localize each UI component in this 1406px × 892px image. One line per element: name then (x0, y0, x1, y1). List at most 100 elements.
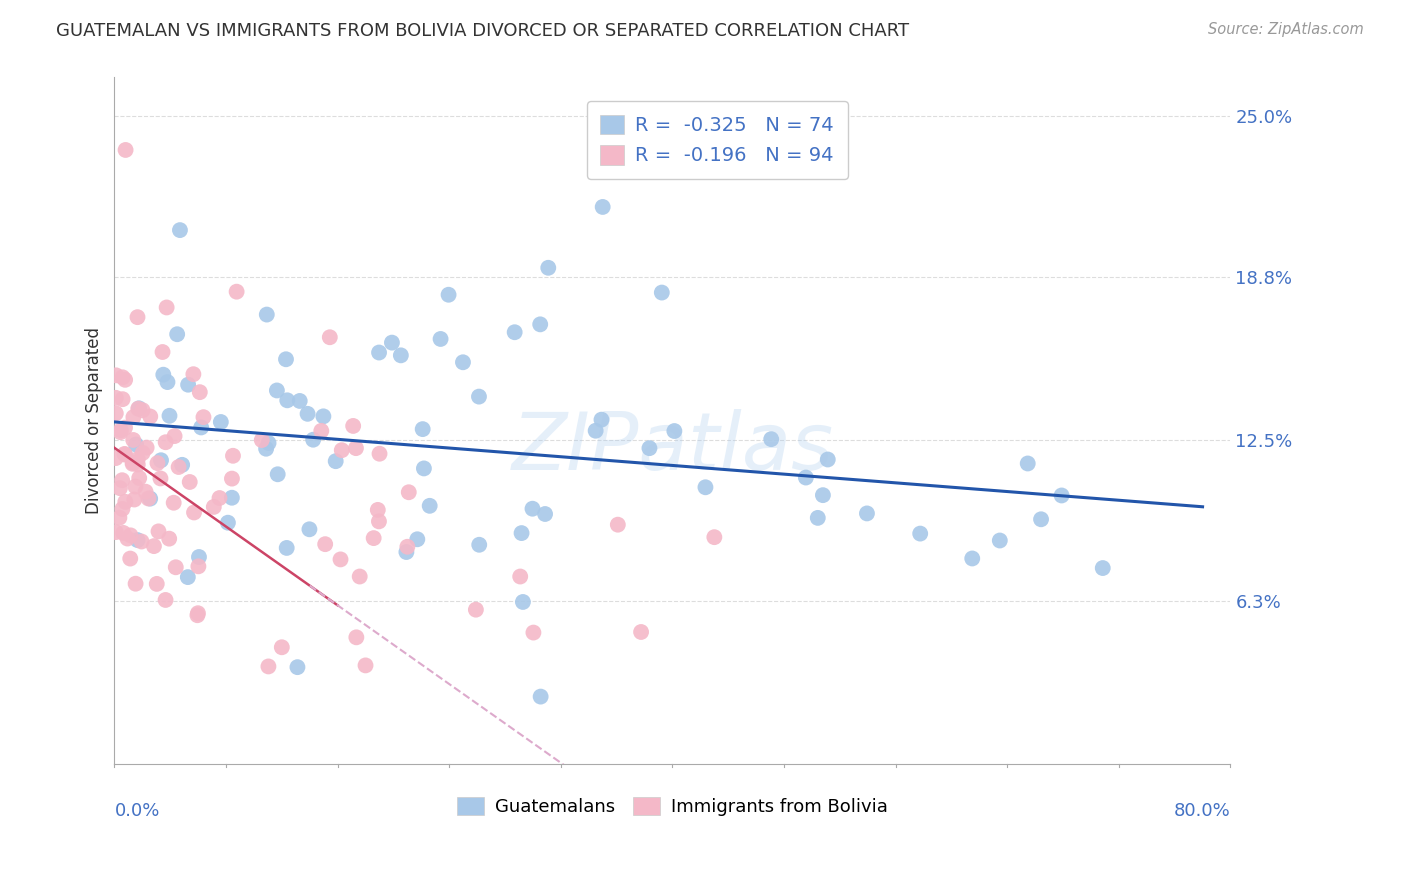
Point (122, 433, 145, 447)
Point (104, 525, 127, 540)
Point (152, 345, 174, 359)
Point (503, 325, 526, 339)
Point (128, 401, 150, 416)
Point (124, 576, 146, 591)
Point (344, 441, 367, 455)
Point (413, 461, 436, 475)
Point (221, 472, 243, 486)
Point (111, 370, 134, 384)
Point (149, 471, 172, 485)
Point (592, 200, 614, 214)
Point (131, 534, 153, 549)
Point (664, 424, 686, 438)
Point (468, 390, 491, 404)
Point (111, 392, 134, 407)
Point (225, 285, 247, 299)
Point (104, 406, 127, 420)
Point (139, 409, 162, 424)
Point (221, 491, 243, 505)
Point (287, 660, 309, 674)
Point (108, 481, 131, 495)
Point (111, 502, 134, 516)
Point (257, 436, 280, 450)
Point (406, 533, 429, 547)
Point (254, 442, 277, 456)
Point (522, 625, 544, 640)
Point (1050, 488, 1073, 502)
Point (120, 551, 142, 566)
Text: ZIPatlas: ZIPatlas (512, 409, 834, 487)
Text: GUATEMALAN VS IMMIGRANTS FROM BOLIVIA DIVORCED OR SEPARATED CORRELATION CHART: GUATEMALAN VS IMMIGRANTS FROM BOLIVIA DI… (56, 22, 910, 40)
Point (156, 301, 179, 315)
Point (202, 500, 225, 514)
Point (267, 467, 290, 482)
Point (468, 538, 491, 552)
Point (222, 449, 245, 463)
Point (349, 569, 371, 583)
Point (110, 425, 132, 440)
Point (522, 501, 544, 516)
Point (298, 522, 321, 536)
Point (112, 525, 135, 540)
Point (1091, 561, 1114, 575)
Text: 80.0%: 80.0% (1174, 802, 1230, 820)
Point (193, 410, 215, 425)
Point (169, 223, 191, 237)
Point (510, 526, 533, 541)
Point (464, 602, 486, 616)
Point (111, 473, 134, 487)
Point (419, 499, 441, 513)
Point (159, 409, 181, 423)
Point (367, 503, 389, 517)
Point (146, 456, 169, 470)
Point (276, 393, 298, 408)
Point (163, 429, 186, 443)
Point (437, 287, 460, 301)
Point (509, 569, 531, 583)
Point (312, 409, 335, 424)
Point (114, 447, 136, 461)
Point (695, 480, 717, 494)
Point (325, 454, 347, 468)
Point (163, 496, 186, 510)
Point (114, 373, 136, 387)
Point (591, 412, 613, 426)
Point (131, 403, 153, 417)
Point (186, 608, 208, 623)
Point (354, 658, 377, 673)
Point (157, 532, 180, 546)
Point (908, 526, 931, 541)
Point (530, 690, 553, 704)
Legend: Guatemalans, Immigrants from Bolivia: Guatemalans, Immigrants from Bolivia (450, 789, 896, 823)
Point (209, 415, 232, 429)
Point (187, 559, 209, 574)
Point (534, 507, 557, 521)
Point (703, 530, 725, 544)
Point (398, 485, 420, 500)
Point (183, 506, 205, 520)
Point (451, 355, 474, 369)
Point (114, 143, 136, 157)
Point (638, 441, 661, 455)
Point (124, 479, 146, 493)
Point (274, 352, 297, 367)
Point (512, 595, 534, 609)
Point (363, 531, 385, 545)
Point (127, 452, 149, 467)
Point (266, 384, 288, 398)
Point (329, 552, 352, 566)
Point (190, 420, 212, 434)
Point (104, 451, 127, 466)
Point (122, 410, 145, 425)
Point (270, 640, 292, 655)
Point (256, 308, 278, 322)
Text: Source: ZipAtlas.com: Source: ZipAtlas.com (1208, 22, 1364, 37)
Point (117, 532, 139, 546)
Point (311, 424, 333, 438)
Point (429, 332, 451, 346)
Point (145, 577, 167, 591)
Point (142, 539, 165, 553)
Point (127, 401, 149, 416)
Point (276, 541, 298, 555)
Point (166, 327, 188, 342)
